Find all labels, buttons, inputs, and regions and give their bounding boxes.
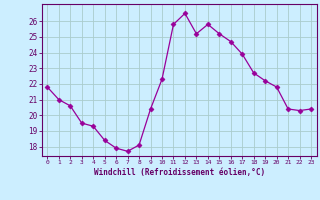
X-axis label: Windchill (Refroidissement éolien,°C): Windchill (Refroidissement éolien,°C) (94, 168, 265, 177)
